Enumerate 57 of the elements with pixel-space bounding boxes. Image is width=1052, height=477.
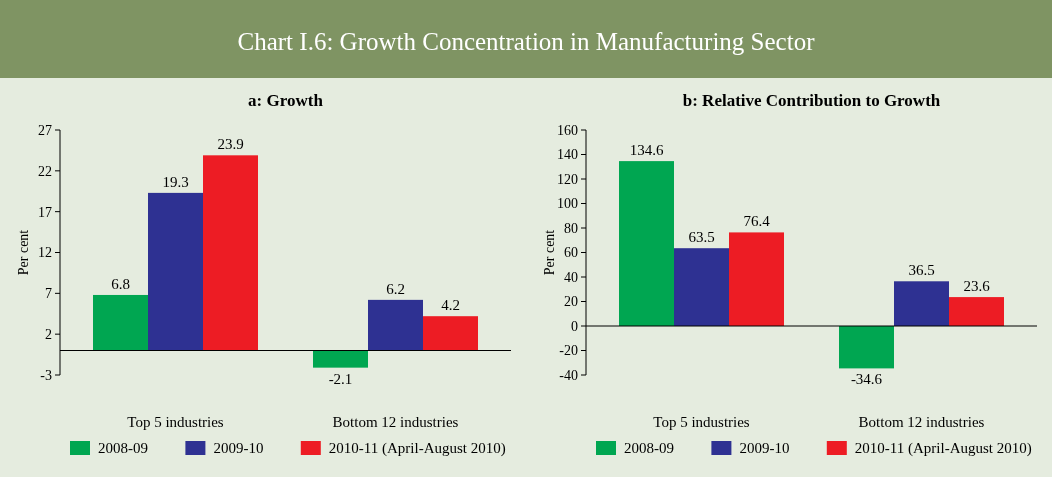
data-label: 76.4 xyxy=(743,213,771,230)
bar xyxy=(368,299,423,351)
bar xyxy=(93,294,148,351)
y-axis-title: Per cent xyxy=(542,229,557,276)
data-label: 6.8 xyxy=(111,275,130,292)
data-label: 6.2 xyxy=(386,280,405,297)
y-tick-label: 80 xyxy=(564,220,578,236)
y-tick-label: 160 xyxy=(557,122,578,138)
bar xyxy=(148,192,203,351)
y-tick-label: 60 xyxy=(564,245,578,261)
y-axis-title: Per cent xyxy=(16,229,31,276)
data-label: 134.6 xyxy=(629,142,664,159)
y-tick-label: 7 xyxy=(45,286,52,302)
y-tick-label: -40 xyxy=(559,367,578,383)
legend-label: 2009-10 xyxy=(739,440,790,456)
data-label: 36.5 xyxy=(908,262,935,279)
bar xyxy=(203,155,258,351)
bar xyxy=(839,326,894,369)
y-tick-label: 12 xyxy=(38,245,52,261)
text: Chart I.6: Growth Concentration in Manufacturing Sector xyxy=(237,28,816,55)
data-label: 19.3 xyxy=(162,173,189,190)
bar xyxy=(894,281,949,326)
legend-label: 2010-11 (April-August 2010) xyxy=(328,440,506,457)
data-label: -2.1 xyxy=(328,370,353,387)
x-tick-label: Bottom 12 industries xyxy=(858,414,985,430)
bar xyxy=(423,316,478,351)
data-label: 23.9 xyxy=(217,136,244,153)
legend-label: 2008-09 xyxy=(624,440,674,456)
chart-title: a: Growth xyxy=(248,91,324,110)
data-label: 63.5 xyxy=(688,229,715,246)
y-tick-label: 22 xyxy=(38,163,52,179)
data-label: 4.2 xyxy=(441,297,460,314)
bar xyxy=(674,248,729,326)
y-tick-label: -20 xyxy=(559,343,578,359)
bar xyxy=(949,297,1004,326)
chart-title: b: Relative Contribution to Growth xyxy=(682,91,941,110)
y-tick-label: 40 xyxy=(564,269,578,285)
y-tick-label: -3 xyxy=(40,367,52,383)
legend-label: 2009-10 xyxy=(213,440,264,456)
y-tick-label: 27 xyxy=(38,122,52,138)
y-tick-label: 120 xyxy=(557,171,578,187)
data-label: 23.6 xyxy=(963,278,991,295)
x-tick-label: Top 5 industries xyxy=(127,414,224,430)
y-tick-label: 17 xyxy=(38,204,52,220)
y-tick-label: 20 xyxy=(564,294,578,310)
bar xyxy=(619,161,674,326)
y-tick-label: 0 xyxy=(571,318,578,334)
data-label: -34.6 xyxy=(850,371,883,388)
y-tick-label: 140 xyxy=(557,147,578,163)
bar xyxy=(729,232,784,326)
legend-label: 2008-09 xyxy=(98,440,148,456)
y-tick-label: 100 xyxy=(557,196,578,212)
x-tick-label: Bottom 12 industries xyxy=(332,414,459,430)
y-tick-label: 2 xyxy=(45,327,52,343)
x-tick-label: Top 5 industries xyxy=(653,414,750,430)
bar xyxy=(313,350,368,368)
legend-label: 2010-11 (April-August 2010) xyxy=(854,440,1032,457)
